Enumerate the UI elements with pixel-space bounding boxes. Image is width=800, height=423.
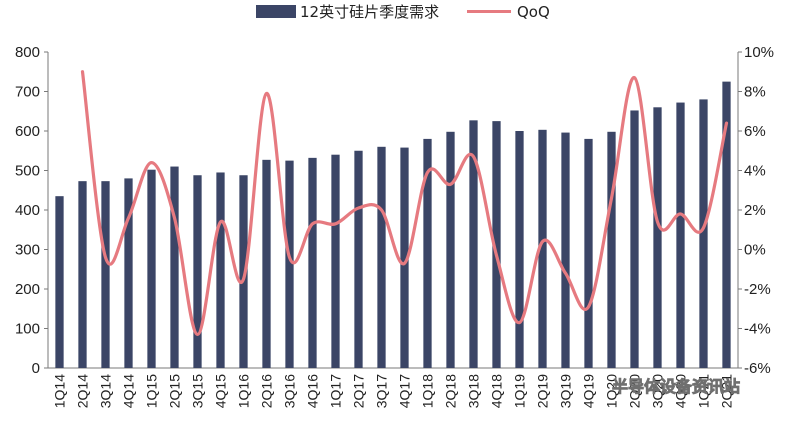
demand-bar <box>584 138 593 368</box>
left-tick-label: 300 <box>15 242 40 259</box>
x-tick-label: 1Q21 <box>696 374 712 408</box>
legend-bar-swatch <box>256 5 296 18</box>
left-tick-label: 0 <box>32 360 40 377</box>
x-tick-label: 2Q18 <box>443 374 459 408</box>
demand-bar <box>630 110 639 369</box>
demand-bar <box>492 121 501 368</box>
left-tick-label: 800 <box>15 44 40 61</box>
left-tick-label: 100 <box>15 321 40 338</box>
demand-bar <box>354 150 363 368</box>
demand-bar <box>193 175 202 368</box>
demand-bar <box>515 131 524 368</box>
x-axis-ticks: 1Q14 2Q14 3Q14 4Q14 1Q15 2Q15 3Q15 4Q15 1Q16 2Q16… <box>52 374 735 408</box>
x-tick-label: 3Q19 <box>558 374 574 408</box>
demand-bar <box>722 81 731 368</box>
x-tick-label: 1Q14 <box>52 374 68 408</box>
right-tick-label: 10% <box>744 44 774 61</box>
x-tick-label: 4Q15 <box>213 374 229 408</box>
demand-bar <box>285 160 294 368</box>
right-tick-label: 2% <box>744 202 766 219</box>
x-tick-label: 2Q19 <box>535 374 551 408</box>
x-tick-label: 4Q14 <box>121 374 137 408</box>
x-tick-label: 3Q20 <box>650 374 666 408</box>
qoq-line-series <box>80 70 729 337</box>
demand-bar <box>308 157 317 368</box>
right-tick-label: 0% <box>744 242 766 259</box>
x-tick-label: 3Q15 <box>190 374 206 408</box>
demand-bar <box>561 132 570 368</box>
right-tick-label: -4% <box>744 321 771 338</box>
demand-bar <box>331 154 340 368</box>
demand-bar <box>607 131 616 368</box>
x-tick-label: 2Q14 <box>75 374 91 408</box>
demand-bar <box>538 129 547 368</box>
x-tick-label: 2Q15 <box>167 374 183 408</box>
right-tick-label: 6% <box>744 123 766 140</box>
demand-bar <box>78 181 87 368</box>
demand-bar <box>400 147 409 368</box>
right-tick-label: -2% <box>744 281 771 298</box>
bar-series <box>55 81 731 369</box>
left-tick-label: 700 <box>15 84 40 101</box>
x-tick-label: 1Q17 <box>328 374 344 408</box>
demand-bar <box>170 166 179 368</box>
demand-bar <box>377 146 386 368</box>
right-tick-label: 8% <box>744 84 766 101</box>
watermark-text: 半导体设备资讯站 <box>612 377 740 396</box>
x-tick-label: 1Q18 <box>420 374 436 408</box>
x-tick-label: 2Q16 <box>259 374 275 408</box>
demand-bar <box>101 181 110 368</box>
demand-bar <box>469 120 478 369</box>
legend-line-label: QoQ <box>517 3 550 21</box>
x-tick-label: 2Q17 <box>351 374 367 408</box>
x-tick-label: 4Q16 <box>305 374 321 408</box>
legend-bar-label: 12英寸硅片季度需求 <box>300 3 439 21</box>
right-tick-label: -6% <box>744 360 771 377</box>
qoq-line <box>80 70 729 337</box>
demand-bar <box>147 169 156 368</box>
demand-bar <box>423 138 432 368</box>
demand-bar <box>124 178 133 368</box>
left-tick-label: 600 <box>15 123 40 140</box>
demand-bar <box>653 107 662 369</box>
left-tick-label: 200 <box>15 281 40 298</box>
demand-bar <box>676 102 685 368</box>
axes: 0 100 200 300 400 500 600 700 800 -6% -4% -2% 0% 2% 4%… <box>15 44 774 377</box>
right-tick-label: 4% <box>744 163 766 180</box>
x-tick-label: 3Q14 <box>98 374 114 408</box>
demand-bar <box>239 175 248 368</box>
demand-bar <box>262 159 271 368</box>
x-tick-label: 2Q21 <box>719 374 735 408</box>
x-tick-label: 2Q20 <box>627 374 643 408</box>
x-tick-label: 4Q18 <box>489 374 505 408</box>
x-tick-label: 3Q16 <box>282 374 298 408</box>
demand-bar <box>55 196 64 368</box>
x-tick-label: 1Q19 <box>512 374 528 408</box>
demand-bar <box>699 99 708 369</box>
x-tick-label: 3Q18 <box>466 374 482 408</box>
x-tick-label: 3Q17 <box>374 374 390 408</box>
x-tick-label: 1Q15 <box>144 374 160 408</box>
left-tick-label: 400 <box>15 202 40 219</box>
demand-bar <box>446 131 455 368</box>
x-tick-label: 1Q16 <box>236 374 252 408</box>
demand-bar <box>216 172 225 368</box>
x-tick-label: 1Q20 <box>604 374 620 408</box>
x-tick-label: 4Q19 <box>581 374 597 408</box>
x-tick-label: 4Q20 <box>673 374 689 408</box>
x-tick-label: 4Q17 <box>397 374 413 408</box>
legend: 12英寸硅片季度需求 QoQ <box>256 3 550 21</box>
left-tick-label: 500 <box>15 163 40 180</box>
